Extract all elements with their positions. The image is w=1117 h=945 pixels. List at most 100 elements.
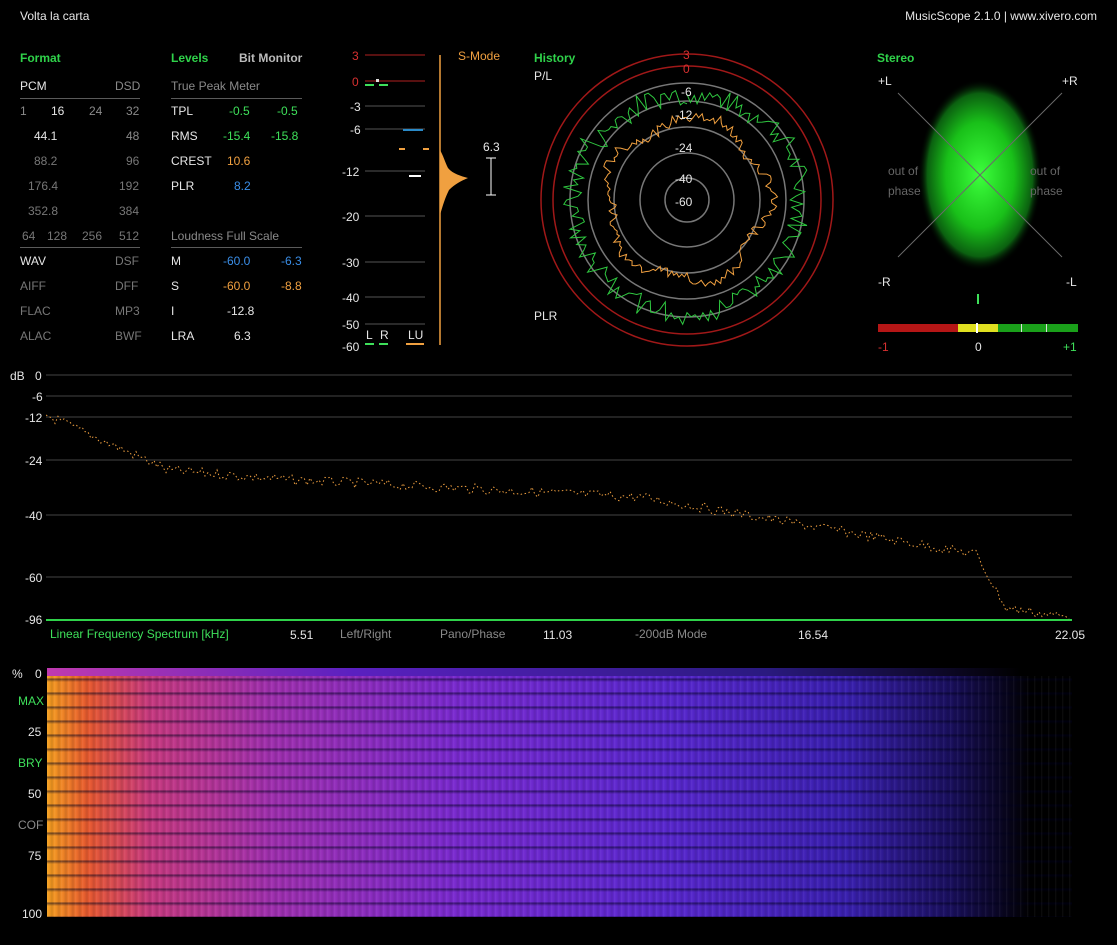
stereo-title: Stereo [877, 51, 915, 65]
spectrogram-25: 25 [28, 725, 42, 739]
out-of-phase-left-2: phase [888, 184, 921, 198]
meter-graphics [365, 54, 496, 345]
left-right-toggle[interactable]: Left/Right [340, 627, 392, 641]
channel-l: L [366, 328, 373, 342]
spectrogram-image [47, 668, 1072, 917]
meter-tick-0: 0 [352, 75, 359, 89]
ring-label-minus60: -60 [675, 195, 693, 209]
meter-tick-minus60: -60 [342, 340, 360, 354]
history-pl-label: P/L [534, 69, 553, 83]
stereo-minus-r: -R [878, 275, 891, 289]
loudness-s-max: -60.0 [223, 279, 251, 293]
history-plr-label: PLR [534, 309, 558, 323]
ring-label-3: 3 [683, 48, 690, 62]
track-title: Volta la carta [20, 9, 90, 23]
channel-lu: LU [408, 328, 424, 342]
loudness-m-max: -60.0 [223, 254, 251, 268]
loudness-i-label: I [171, 304, 175, 318]
ring-label-minus6: -6 [681, 85, 692, 99]
rms-label: RMS [171, 129, 198, 143]
true-peak-header: True Peak Meter [171, 79, 260, 93]
spectrogram-100: 100 [22, 907, 43, 921]
ring-label-minus24: -24 [675, 141, 693, 155]
loudness-m-label: M [171, 254, 181, 268]
correlation-marker [977, 294, 979, 304]
spectrum-y-minus24: -24 [25, 454, 43, 468]
spectrum-x-16-54: 16.54 [798, 628, 829, 642]
tpl-left: -0.5 [229, 104, 250, 118]
loudness-s-label: S [171, 279, 180, 293]
channel-r: R [380, 328, 389, 342]
meter-tick-minus40: -40 [342, 291, 360, 305]
spectrogram-75: 75 [28, 849, 42, 863]
spectrum-x-22-05: 22.05 [1055, 628, 1086, 642]
spectrogram-50: 50 [28, 787, 42, 801]
rate-44-1: 44.1 [34, 129, 58, 143]
lra-value-label: 6.3 [483, 140, 500, 154]
correlation-plus1: +1 [1063, 340, 1077, 354]
container-mp3: MP3 [115, 304, 140, 318]
format-title: Format [20, 51, 61, 65]
stereo-minus-l: -L [1066, 275, 1077, 289]
spectrogram-percent-unit: % [12, 667, 23, 681]
out-of-phase-left-1: out of [888, 164, 919, 178]
bit-24: 24 [89, 104, 103, 118]
dsd-label[interactable]: DSD [115, 79, 141, 93]
spectrum-y-minus96: -96 [25, 613, 43, 627]
rms-right: -15.8 [271, 129, 299, 143]
meter-tick-minus12: -12 [342, 165, 360, 179]
container-dff: DFF [115, 279, 139, 293]
rate-176-4: 176.4 [28, 179, 59, 193]
ring-label-minus40: -40 [675, 172, 693, 186]
container-wav: WAV [20, 254, 46, 268]
pcm-label[interactable]: PCM [20, 79, 47, 93]
ring-label-0: 0 [683, 62, 690, 76]
tpl-right: -0.5 [277, 104, 298, 118]
rate-96: 96 [126, 154, 140, 168]
bit-monitor-button[interactable]: Bit Monitor [239, 51, 303, 65]
meter-tick-3: 3 [352, 49, 359, 63]
stereo-plus-r: +R [1062, 74, 1078, 88]
plr-value: 8.2 [234, 179, 251, 193]
spectrum-y-minus40: -40 [25, 509, 43, 523]
container-bwf: BWF [115, 329, 142, 343]
history-title: History [534, 51, 576, 65]
meter-tick-minus6: -6 [350, 123, 361, 137]
dsd-256: 256 [82, 229, 103, 243]
dsd-128: 128 [47, 229, 68, 243]
spectrum-x-11-03: 11.03 [543, 628, 573, 642]
spectrum-title: Linear Frequency Spectrum [kHz] [50, 627, 229, 641]
rate-88-2: 88.2 [34, 154, 58, 168]
container-dsf: DSF [115, 254, 139, 268]
rate-384: 384 [119, 204, 140, 218]
app-title: MusicScope 2.1.0 | www.xivero.com [905, 9, 1097, 23]
spectrum-plot [46, 374, 1072, 621]
bit-16: 16 [51, 104, 65, 118]
meter-tick-minus50: -50 [342, 318, 360, 332]
spectrum-y-minus6: -6 [32, 390, 43, 404]
rms-left: -15.4 [223, 129, 251, 143]
correlation-meter [878, 323, 1078, 333]
loudness-s-value: -8.8 [281, 279, 302, 293]
pano-phase-toggle[interactable]: Pano/Phase [440, 627, 506, 641]
spectrum-db-unit: dB [10, 369, 25, 383]
spectrum-x-5-51: 5.51 [290, 628, 314, 642]
container-alac: ALAC [20, 329, 52, 343]
correlation-0: 0 [975, 340, 982, 354]
out-of-phase-right-1: out of [1030, 164, 1061, 178]
loudness-lra-value: 6.3 [234, 329, 251, 343]
s-mode-button[interactable]: S-Mode [458, 49, 501, 63]
out-of-phase-right-2: phase [1030, 184, 1063, 198]
rate-48: 48 [126, 129, 140, 143]
dsd-512: 512 [119, 229, 140, 243]
history-polar-plot [540, 53, 834, 347]
spectrogram-max: MAX [18, 694, 45, 708]
stereo-plus-l: +L [878, 74, 892, 88]
levels-title: Levels [171, 51, 209, 65]
spectrum-y-minus60: -60 [25, 571, 43, 585]
200db-mode-toggle[interactable]: -200dB Mode [635, 627, 708, 641]
loudness-lra-label: LRA [171, 329, 195, 343]
plr-label: PLR [171, 179, 195, 193]
spectrogram-cof: COF [18, 818, 44, 832]
crest-label: CREST [171, 154, 212, 168]
